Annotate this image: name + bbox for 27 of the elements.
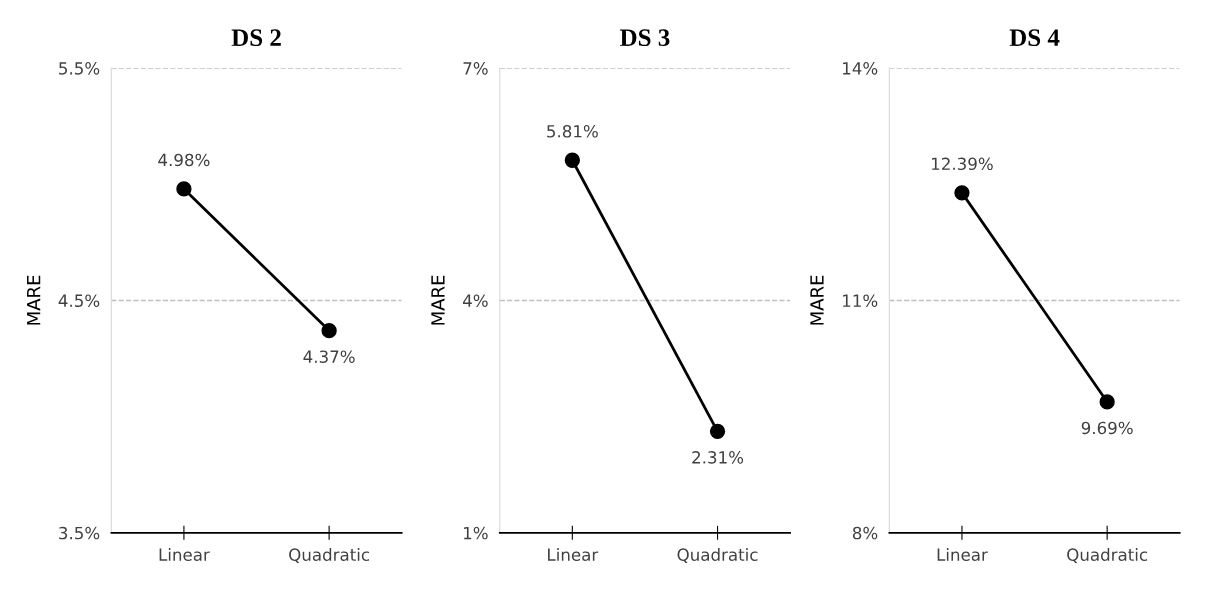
chart-title: DS 3: [620, 29, 670, 47]
y-tick-label: 14%: [843, 62, 878, 75]
y-axis-title: MARE: [431, 275, 445, 325]
data-label: 5.81%: [547, 124, 598, 138]
data-label: 9.69%: [1081, 421, 1133, 435]
chart-title: DS 4: [1009, 29, 1060, 47]
y-axis-title: MARE: [27, 275, 41, 325]
y-tick-label: 1%: [464, 526, 488, 540]
data-label: 2.31%: [692, 451, 744, 464]
data-label: 4.98%: [158, 153, 210, 167]
y-tick-label: 4.5%: [58, 294, 100, 308]
x-tick-label: Linear: [159, 548, 210, 561]
y-axis-title: MARE: [810, 275, 824, 325]
data-label: 12.39%: [932, 157, 993, 171]
y-tick-label: 8%: [852, 526, 878, 540]
data-label: 4.37%: [303, 350, 355, 363]
x-tick-label: Quadratic: [289, 548, 370, 563]
x-tick-label: Linear: [548, 548, 599, 561]
y-tick-label: 7%: [463, 62, 488, 75]
y-tick-label: 11%: [843, 294, 878, 308]
x-tick-label: Quadratic: [1067, 548, 1148, 563]
y-tick-label: 3.5%: [59, 526, 100, 540]
x-tick-label: Linear: [937, 548, 988, 561]
x-tick-label: Quadratic: [677, 548, 758, 563]
chart-title: DS 2: [231, 29, 281, 47]
y-tick-label: 4%: [462, 294, 488, 308]
y-tick-label: 5.5%: [59, 62, 100, 75]
